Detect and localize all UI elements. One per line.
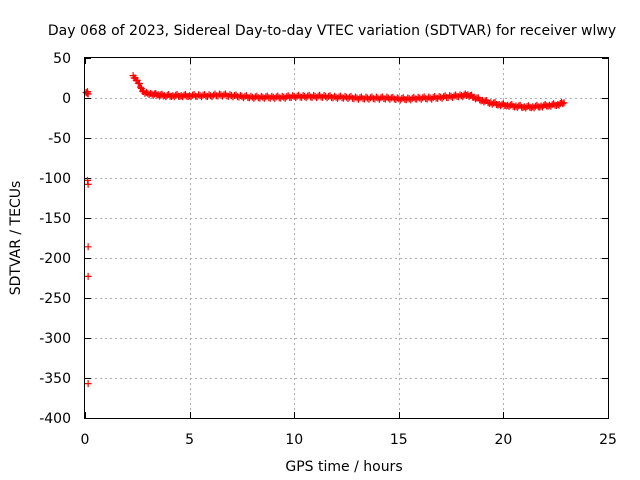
- data-point: [136, 83, 144, 91]
- data-point: [325, 92, 333, 100]
- y-tick-label: -400: [39, 411, 71, 427]
- data-point: [366, 94, 374, 102]
- data-point: [272, 93, 280, 101]
- data-point: [230, 92, 238, 100]
- y-axis-label: SDTVAR / TECUs: [8, 181, 24, 296]
- y-tick-label: -50: [48, 131, 71, 147]
- y-tick-label: -100: [39, 171, 71, 187]
- data-point: [398, 94, 406, 102]
- data-point: [220, 91, 228, 99]
- data-point: [84, 243, 92, 251]
- data-point: [283, 93, 291, 101]
- data-point: [84, 176, 92, 184]
- y-tick-labels: 50 0 -50 -100 -150 -200 -250 -300 -350 -400: [39, 51, 71, 427]
- data-point: [251, 93, 259, 101]
- data-point: [408, 94, 416, 102]
- x-tick-labels: 0 5 10 15 20 25: [81, 432, 617, 448]
- data-point: [314, 92, 322, 100]
- data-point: [241, 92, 249, 100]
- data-point: [304, 92, 312, 100]
- y-tick-label: 0: [62, 91, 71, 107]
- grid-layer: [85, 58, 608, 418]
- plot-frame: [84, 57, 609, 419]
- data-point: [377, 94, 385, 102]
- data-point: [84, 380, 92, 388]
- data-point: [199, 91, 207, 99]
- y-tick-label: 50: [53, 51, 71, 67]
- tick-layer: [85, 58, 609, 419]
- data-point: [262, 93, 270, 101]
- data-point: [293, 92, 301, 100]
- data-point: [210, 91, 218, 99]
- data-point: [84, 180, 92, 188]
- y-tick-label: -250: [39, 291, 71, 307]
- x-tick-label: 25: [599, 432, 617, 448]
- x-tick-label: 15: [390, 432, 408, 448]
- data-point: [387, 94, 395, 102]
- data-point: [135, 80, 143, 88]
- x-tick-label: 10: [285, 432, 303, 448]
- y-tick-label: -300: [39, 331, 71, 347]
- data-point: [429, 93, 437, 101]
- y-tick-label: -350: [39, 371, 71, 387]
- x-tick-label: 0: [81, 432, 90, 448]
- data-point: [450, 92, 458, 100]
- x-axis-label: GPS time / hours: [285, 459, 402, 475]
- data-point: [440, 93, 448, 101]
- data-points: [82, 72, 568, 388]
- data-point: [84, 90, 92, 98]
- data-point: [84, 272, 92, 280]
- y-tick-label: -150: [39, 211, 71, 227]
- y-tick-label: -200: [39, 251, 71, 267]
- data-point: [189, 91, 197, 99]
- x-tick-label: 5: [185, 432, 194, 448]
- data-point: [356, 94, 364, 102]
- data-point: [419, 94, 427, 102]
- data-point: [559, 100, 567, 108]
- data-point: [345, 93, 353, 101]
- data-point: [560, 99, 568, 107]
- x-tick-label: 20: [494, 432, 512, 448]
- chart-title: Day 068 of 2023, Sidereal Day-to-day VTE…: [48, 23, 616, 39]
- data-point: [335, 93, 343, 101]
